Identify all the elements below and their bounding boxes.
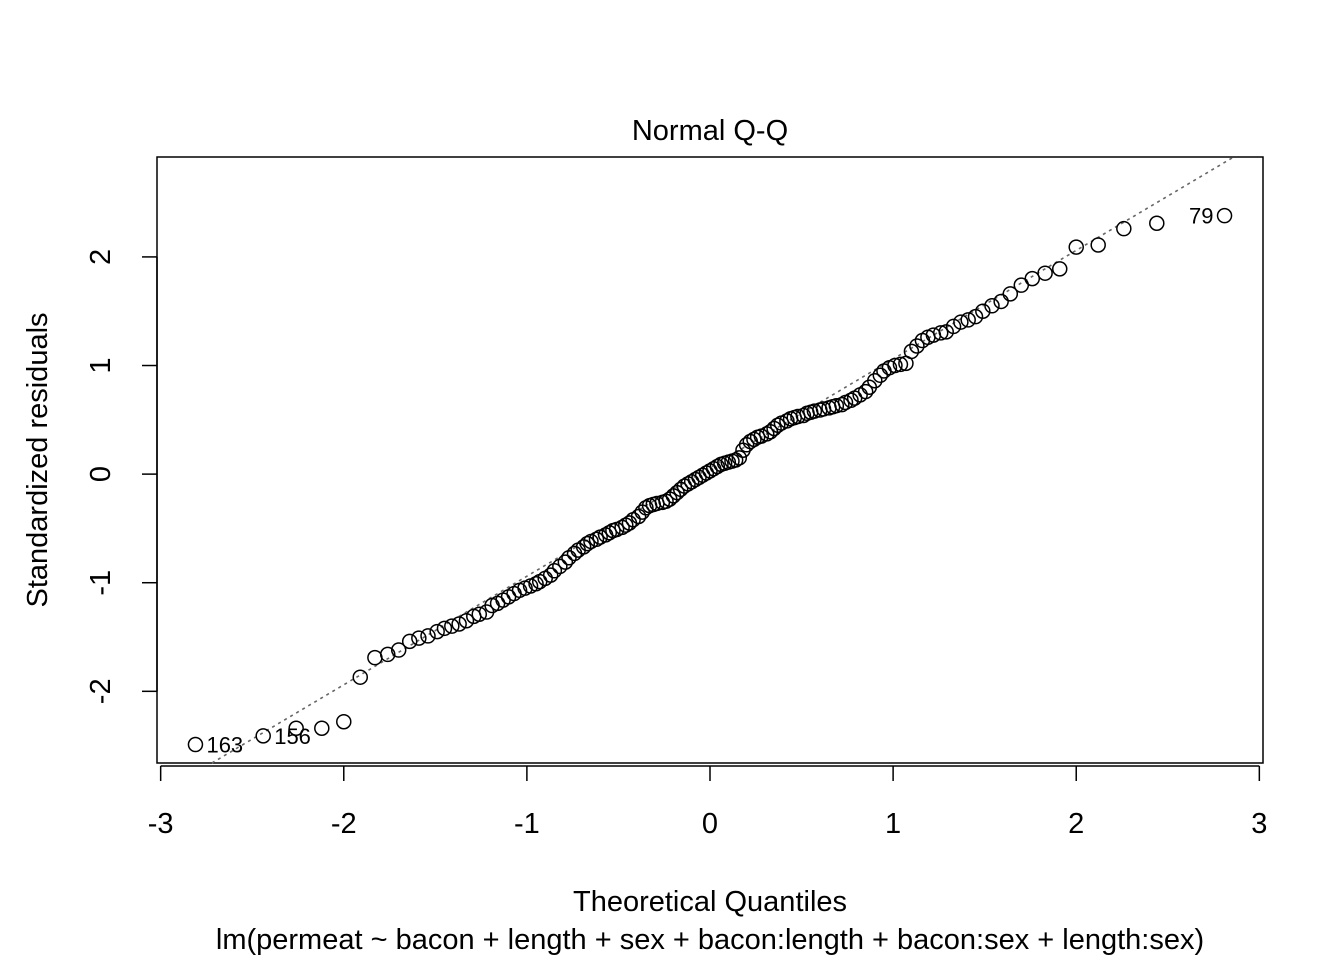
y-tick-label: 0 — [85, 466, 117, 482]
data-point — [1149, 215, 1165, 231]
data-point — [546, 563, 563, 579]
data-point — [731, 450, 748, 466]
data-point — [379, 646, 396, 663]
data-point — [367, 649, 383, 666]
data-point — [1037, 265, 1053, 281]
data-point — [1216, 207, 1233, 224]
reference-line — [211, 156, 1235, 764]
x-tick-label: 1 — [885, 808, 901, 840]
data-point — [770, 417, 786, 433]
data-point — [638, 500, 654, 516]
data-point — [960, 312, 976, 328]
reference-line-layer — [211, 156, 1235, 764]
y-tick-label: 1 — [85, 357, 117, 373]
data-point — [451, 616, 467, 632]
data-point — [336, 713, 352, 730]
data-point — [892, 356, 909, 373]
y-tick-label: 2 — [85, 249, 117, 265]
data-point — [601, 525, 618, 541]
data-point — [1090, 237, 1106, 253]
data-point — [429, 623, 445, 640]
point-label: 163 — [206, 733, 243, 758]
x-axis: -3 -2 -1 0 1 2 3 — [148, 765, 1267, 840]
x-tick-label: 0 — [702, 808, 718, 840]
data-point — [828, 397, 845, 414]
data-point — [557, 554, 574, 570]
y-tick-label: -2 — [85, 678, 117, 704]
data-point — [542, 567, 559, 583]
x-tick-label: -1 — [514, 808, 540, 840]
model-formula-subtitle: lm(permeat ~ bacon + length + sex + baco… — [216, 924, 1204, 956]
data-point — [903, 343, 920, 360]
data-point — [1116, 220, 1132, 237]
data-point — [887, 357, 903, 374]
x-tick-label: 2 — [1068, 808, 1084, 840]
data-point — [444, 618, 460, 634]
data-point — [471, 606, 488, 622]
y-axis: -2 -1 0 1 2 — [85, 249, 158, 704]
data-point — [420, 628, 436, 644]
data-point — [975, 303, 991, 319]
annotation-layer: 163 156 79 — [206, 204, 1213, 758]
data-point — [984, 298, 1000, 314]
y-axis-label: Standardized residuals — [22, 312, 54, 607]
data-point — [993, 293, 1009, 310]
data-point — [843, 392, 859, 409]
data-point — [945, 318, 962, 335]
data-point — [288, 720, 304, 736]
data-point — [458, 612, 475, 629]
data-point — [806, 403, 823, 419]
point-label: 156 — [274, 724, 311, 749]
data-point — [779, 413, 795, 429]
data-point — [614, 519, 630, 536]
data-point — [795, 407, 812, 424]
x-tick-label: -3 — [148, 808, 174, 840]
data-point — [187, 736, 204, 753]
data-point — [561, 549, 577, 566]
data-point — [872, 367, 889, 384]
y-tick-label: -1 — [85, 570, 117, 596]
data-point — [436, 620, 453, 637]
data-point — [588, 531, 605, 548]
data-point — [909, 338, 925, 354]
points-layer — [187, 207, 1233, 753]
data-point — [857, 383, 874, 400]
data-point — [528, 576, 544, 592]
data-point — [1051, 261, 1068, 277]
chart-title: Normal Q-Q — [632, 115, 788, 147]
data-point — [834, 396, 850, 413]
data-point — [401, 633, 418, 650]
point-label: 79 — [1189, 204, 1213, 229]
data-point — [953, 314, 969, 330]
data-point — [314, 720, 330, 736]
x-axis-label: Theoretical Quantiles — [573, 886, 847, 918]
data-point — [255, 728, 271, 744]
data-point — [1002, 286, 1019, 302]
data-point — [390, 642, 407, 658]
data-point — [867, 372, 883, 389]
data-point — [552, 558, 568, 575]
data-point — [746, 431, 762, 448]
data-point — [1024, 270, 1041, 287]
data-point — [352, 669, 369, 685]
x-tick-label: 3 — [1251, 808, 1267, 840]
data-point — [1068, 239, 1084, 255]
data-point — [579, 535, 596, 552]
data-point — [727, 452, 744, 468]
data-point — [411, 630, 427, 646]
data-point — [932, 325, 949, 341]
plot-box — [156, 156, 1264, 764]
x-tick-label: -2 — [331, 808, 357, 840]
data-point — [709, 458, 726, 475]
